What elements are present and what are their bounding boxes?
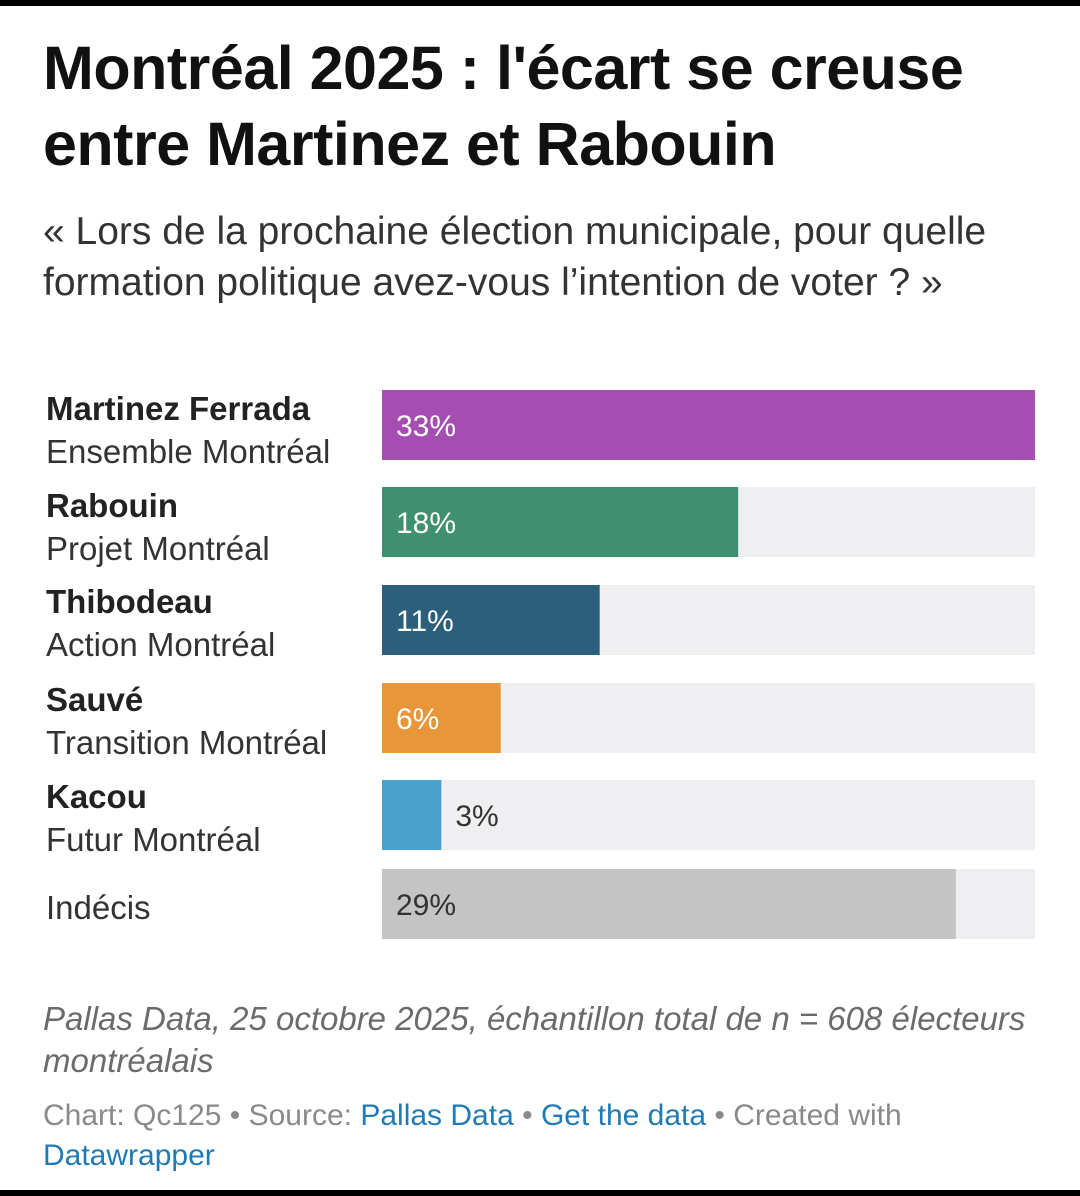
source-link[interactable]: Pallas Data [360, 1099, 514, 1132]
get-data-link[interactable]: Get the data [540, 1099, 707, 1132]
party-name: Futur Montréal [46, 821, 261, 858]
chart-subtitle: « Lors de la prochaine élection municipa… [43, 210, 987, 304]
row-label-indecis: Indécis [46, 887, 376, 929]
candidate-name: Kacou [46, 778, 147, 815]
candidate-name: Martinez Ferrada [46, 390, 311, 427]
party-name: Projet Montréal [46, 530, 270, 567]
bar-5 [382, 869, 956, 939]
bar-chart: 33% 18% 11% 6% 3% 29% [382, 390, 1035, 939]
bar-1 [382, 487, 739, 557]
chart-credit: Chart: Qc125 [43, 1099, 222, 1132]
bar-track [382, 780, 1035, 850]
party-name: Action Montréal [46, 626, 276, 663]
bar-value-label: 6% [396, 703, 439, 736]
datawrapper-link[interactable]: Datawrapper [43, 1139, 215, 1172]
bar-3 [382, 683, 501, 753]
row-label-rabouin: Rabouin Projet Montréal [46, 485, 376, 571]
bar-value-label: 29% [396, 889, 456, 922]
source-label: Source: [248, 1099, 352, 1132]
chart-title: Montréal 2025 : l'écart se creuse entre … [43, 34, 964, 178]
row-label-thibodeau: Thibodeau Action Montréal [46, 581, 376, 667]
separator-dot: • [522, 1099, 541, 1132]
chart-notes: Pallas Data, 25 octobre 2025, échantillo… [43, 1000, 1026, 1079]
bar-value-label: 11% [396, 605, 454, 638]
candidate-name: Sauvé [46, 681, 144, 718]
bar-value-label: 18% [396, 507, 456, 540]
bar-4 [382, 780, 442, 850]
bar-value-label: 3% [455, 800, 498, 833]
bar-2 [382, 585, 600, 655]
candidate-name: Thibodeau [46, 583, 213, 620]
row-label-sauve: Sauvé Transition Montréal [46, 679, 376, 765]
row-label-kacou: Kacou Futur Montréal [46, 776, 376, 862]
separator-dot: • [714, 1099, 734, 1132]
category-name: Indécis [46, 889, 151, 926]
chart-card: Montréal 2025 : l'écart se creuse entre … [0, 6, 1080, 1190]
chart-footer: Chart: Qc125 • Source: Pallas Data • Get… [43, 1096, 1033, 1176]
row-label-martinez: Martinez Ferrada Ensemble Montréal [46, 388, 376, 474]
bar-value-label: 33% [396, 410, 456, 443]
created-with-label: Created with [733, 1099, 902, 1132]
party-name: Ensemble Montréal [46, 433, 331, 470]
candidate-name: Rabouin [46, 487, 178, 524]
party-name: Transition Montréal [46, 724, 328, 761]
separator-dot: • [229, 1099, 249, 1132]
bar-0 [382, 390, 1035, 460]
